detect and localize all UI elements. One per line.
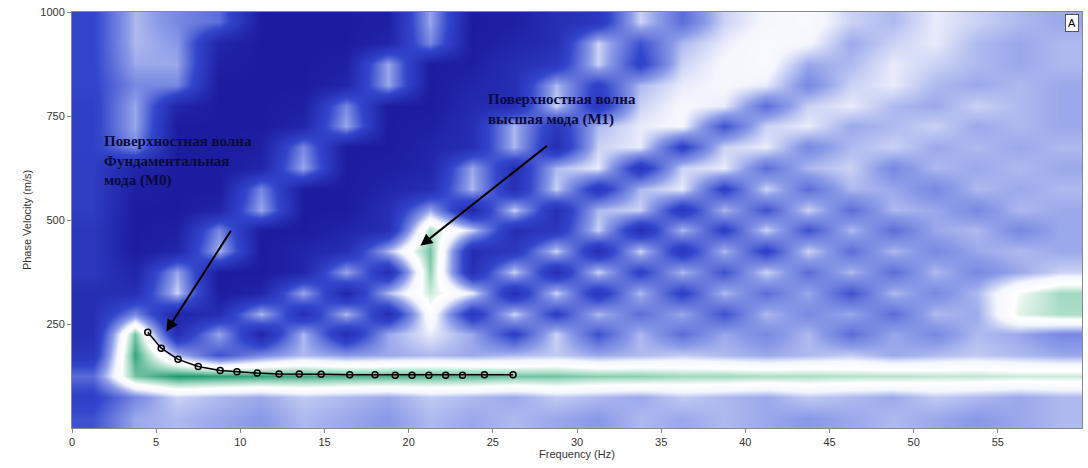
svg-text:250: 250 [46, 318, 64, 330]
svg-text:40: 40 [739, 436, 751, 448]
svg-text:500: 500 [46, 214, 64, 226]
svg-text:30: 30 [571, 436, 583, 448]
svg-text:Phase Velocity (m/s): Phase Velocity (m/s) [21, 170, 33, 270]
svg-text:750: 750 [46, 110, 64, 122]
svg-text:Frequency (Hz): Frequency (Hz) [539, 448, 615, 460]
svg-text:20: 20 [403, 436, 415, 448]
svg-text:55: 55 [992, 436, 1004, 448]
svg-text:Поверхностная волнавысшая мода: Поверхностная волнавысшая мода (M1) [488, 91, 636, 128]
svg-text:10: 10 [234, 436, 246, 448]
svg-text:1000: 1000 [40, 6, 64, 18]
svg-text:45: 45 [823, 436, 835, 448]
svg-text:0: 0 [69, 436, 75, 448]
svg-text:25: 25 [487, 436, 499, 448]
svg-text:5: 5 [153, 436, 159, 448]
svg-text:Поверхностная волнаФундаментал: Поверхностная волнаФундаментальнаямода (… [104, 133, 252, 189]
svg-text:35: 35 [655, 436, 667, 448]
svg-text:A: A [1068, 17, 1076, 29]
svg-text:15: 15 [318, 436, 330, 448]
svg-text:50: 50 [908, 436, 920, 448]
